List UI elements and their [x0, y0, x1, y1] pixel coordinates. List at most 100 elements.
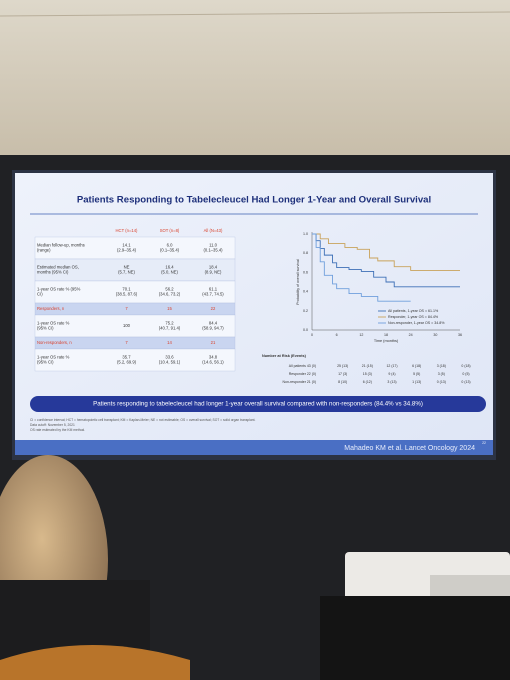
risk-count: 21 (15)	[362, 364, 373, 368]
table-cell: 22	[211, 306, 216, 311]
table-cell: (38.5, 87.6)	[116, 292, 138, 297]
risk-count: 3 (5)	[438, 372, 445, 376]
y-tick-label: 0.2	[303, 309, 308, 313]
column-header: HCT (n=14)	[116, 228, 139, 233]
risk-count: 9 (4)	[388, 372, 395, 376]
table-cell: 18.4	[209, 265, 218, 270]
chair-back	[0, 645, 190, 680]
x-tick-label: 24	[409, 333, 413, 337]
table-cell: 75.2	[165, 321, 174, 326]
risk-count: 3 (13)	[387, 380, 396, 384]
x-tick-label: 18	[384, 333, 388, 337]
row-label: (range)	[37, 248, 51, 253]
section-row-bg	[34, 302, 236, 316]
table-cell: (5.2, 69.9)	[117, 360, 137, 365]
row-bg	[34, 348, 236, 372]
risk-count: 1 (13)	[412, 380, 421, 384]
risk-count: 15 (3)	[363, 372, 372, 376]
x-tick-label: 30	[433, 333, 437, 337]
table-cell: 35.7	[122, 355, 131, 360]
km-plot: 0.0 0.2 0.4 0.6 0.8 1.0 0 6 12 18 24 30 36 Probabilit…	[262, 232, 471, 384]
table-cell: (0.1–35.4)	[160, 248, 180, 253]
risk-title: Number at Risk (Events)	[262, 354, 307, 358]
table-cell: 70.1	[122, 287, 131, 292]
table-cell: 100	[123, 323, 131, 328]
risk-row-label: Non-responder 21 (0)	[283, 380, 316, 384]
risk-count: 0 (13)	[461, 380, 470, 384]
table-cell: (40.7, 91.4)	[159, 326, 181, 331]
table-cell: 56.2	[165, 287, 174, 292]
legend-label: All patients, 1-year OS = 61.1%	[388, 309, 439, 313]
table-cell: 34.8	[209, 355, 218, 360]
row-label: (95% CI)	[37, 360, 54, 365]
y-tick-label: 0.4	[303, 290, 308, 294]
wall	[0, 0, 510, 160]
risk-count: 5 (5)	[413, 372, 420, 376]
table-cell: 61.1	[209, 287, 218, 292]
row-label: 1-year OS rate %	[37, 321, 70, 326]
risk-count: 6 (18)	[412, 364, 421, 368]
column-header: All (N=43)	[204, 228, 223, 233]
risk-count: 25 (13)	[337, 364, 348, 368]
risk-row-label: All patients 43 (0)	[289, 364, 316, 368]
footnote: OS rate estimated by the KM method.	[30, 428, 85, 432]
table-cell: (0.1–35.4)	[203, 248, 223, 253]
risk-count: 6 (12)	[363, 380, 372, 384]
slide-title: Patients Responding to Tabelecleucel Had…	[77, 195, 431, 206]
footer-bar	[15, 440, 493, 455]
legend-label: Non-responder, 1-year OS = 34.8%	[388, 321, 445, 325]
row-label: 1-year OS rate %	[37, 355, 70, 360]
table-cell: (5.0, NE)	[161, 270, 178, 275]
risk-count: 17 (3)	[338, 372, 347, 376]
table-cell: 7	[125, 306, 128, 311]
table-cell: NE	[124, 265, 130, 270]
risk-count: 0 (5)	[462, 372, 469, 376]
y-tick-label: 0.8	[303, 251, 308, 255]
risk-count: 0 (18)	[461, 364, 470, 368]
table-cell: (14.6, 56.1)	[202, 360, 224, 365]
risk-count: 3 (18)	[437, 364, 446, 368]
table-cell: (10.4, 59.1)	[159, 360, 181, 365]
citation: Mahadeo KM et al. Lancet Oncology 2024	[344, 445, 475, 452]
table-cell: 21	[211, 340, 216, 345]
banner-text: Patients responding to tabelecleucel had…	[93, 401, 423, 408]
survival-curve	[312, 233, 411, 302]
table-cell: 6.0	[167, 243, 173, 248]
table-cell: 14.1	[122, 243, 131, 248]
x-axis-label: Time (months)	[374, 339, 399, 343]
table-cell: 15	[167, 306, 172, 311]
row-label: Estimated median OS,	[37, 265, 79, 270]
table-cell: (8.9, NE)	[205, 270, 222, 275]
survival-curve	[312, 233, 460, 288]
column-header: SOT (n=8)	[160, 228, 180, 233]
table-cell: 16.4	[165, 265, 174, 270]
table-cell: 14	[167, 340, 172, 345]
row-label: (95% CI)	[37, 326, 54, 331]
survival-curve	[312, 233, 460, 271]
ceiling-edge	[0, 11, 510, 17]
table	[320, 596, 510, 680]
y-tick-label: 1.0	[303, 232, 308, 236]
x-tick-label: 36	[458, 333, 462, 337]
legend-label: Responder, 1-year OS = 84.4%	[388, 315, 439, 319]
risk-count: 8 (10)	[338, 380, 347, 384]
table-cell: (43.7, 74.5)	[202, 292, 224, 297]
row-label: Median follow-up, months	[37, 243, 85, 248]
footnote: Data cutoff: November 5, 2021	[30, 423, 75, 427]
footnote: CI = confidence interval; HCT = hematopo…	[30, 418, 256, 422]
table-cell: 7	[125, 340, 128, 345]
row-label: 1-year OS rate % (95%	[37, 287, 81, 292]
y-tick-label: 0.0	[303, 328, 308, 332]
row-label: Responders, n	[37, 306, 65, 311]
risk-row-label: Responder 22 (0)	[289, 372, 316, 376]
table-cell: 11.0	[209, 243, 218, 248]
row-label: Non-responders, n	[37, 340, 72, 345]
row-label: CI)	[37, 292, 43, 297]
table-cell: (34.6, 73.2)	[159, 292, 181, 297]
table-cell: 84.4	[209, 321, 218, 326]
table-cell: 33.6	[165, 355, 174, 360]
table-cell: (2.9–35.4)	[117, 248, 137, 253]
risk-count: 12 (17)	[386, 364, 397, 368]
